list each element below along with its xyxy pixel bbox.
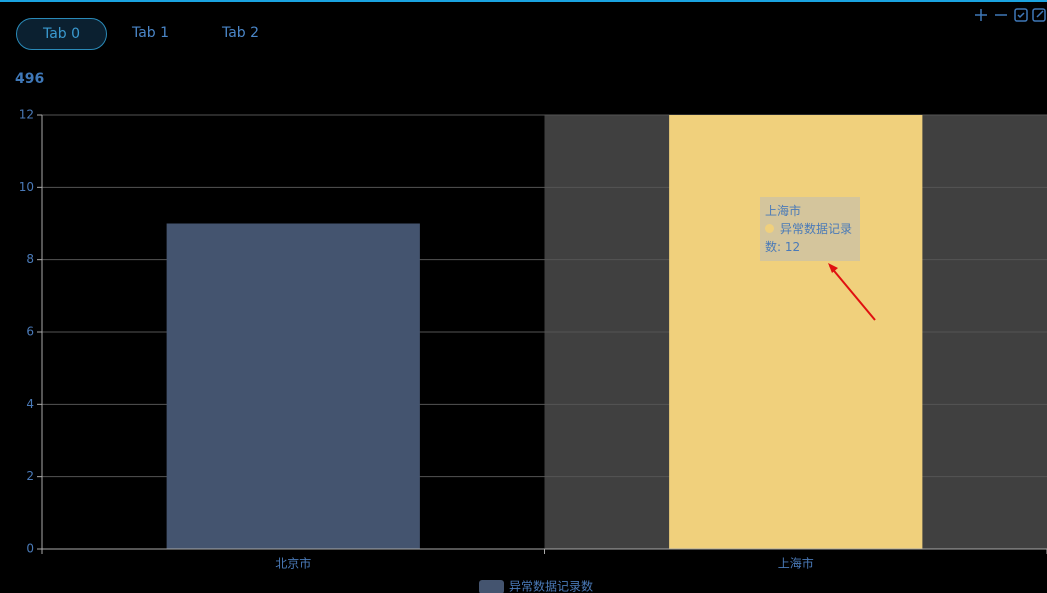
- annotation-arrow: [829, 265, 876, 321]
- tab[interactable]: Tab 0: [16, 18, 107, 50]
- y-tick-label: 2: [26, 469, 34, 483]
- y-tick-label: 12: [19, 108, 34, 122]
- x-tick-label: 上海市: [778, 556, 814, 571]
- toolbar: [975, 8, 1046, 22]
- tab[interactable]: Tab 1: [131, 25, 170, 41]
- y-tick-label: 0: [26, 542, 34, 556]
- tooltip-category: 上海市: [765, 204, 802, 218]
- y-tick-label: 10: [19, 180, 34, 194]
- check-icon[interactable]: [1014, 8, 1028, 22]
- y-tick-label: 4: [26, 397, 34, 411]
- legend-label: 异常数据记录数: [509, 579, 593, 593]
- tooltip-dot: [765, 224, 774, 233]
- tab[interactable]: Tab 2: [221, 25, 260, 41]
- x-tick-label: 北京市: [275, 556, 311, 571]
- kpi-value: 496: [15, 71, 45, 87]
- tooltip-value: 12: [784, 240, 801, 254]
- tooltip-box: 上海市 异常数据记录数: 12: [760, 197, 860, 261]
- bar: [166, 223, 420, 549]
- legend-swatch: [479, 580, 504, 593]
- annotation-arrowhead: [828, 263, 838, 273]
- y-tick-label: 6: [26, 325, 34, 339]
- y-tick-label: 8: [26, 252, 34, 266]
- add-icon[interactable]: [975, 9, 987, 21]
- bar: [669, 115, 923, 549]
- tooltip-series: 异常数据记录数: [765, 222, 853, 254]
- edit-icon[interactable]: [1032, 8, 1046, 22]
